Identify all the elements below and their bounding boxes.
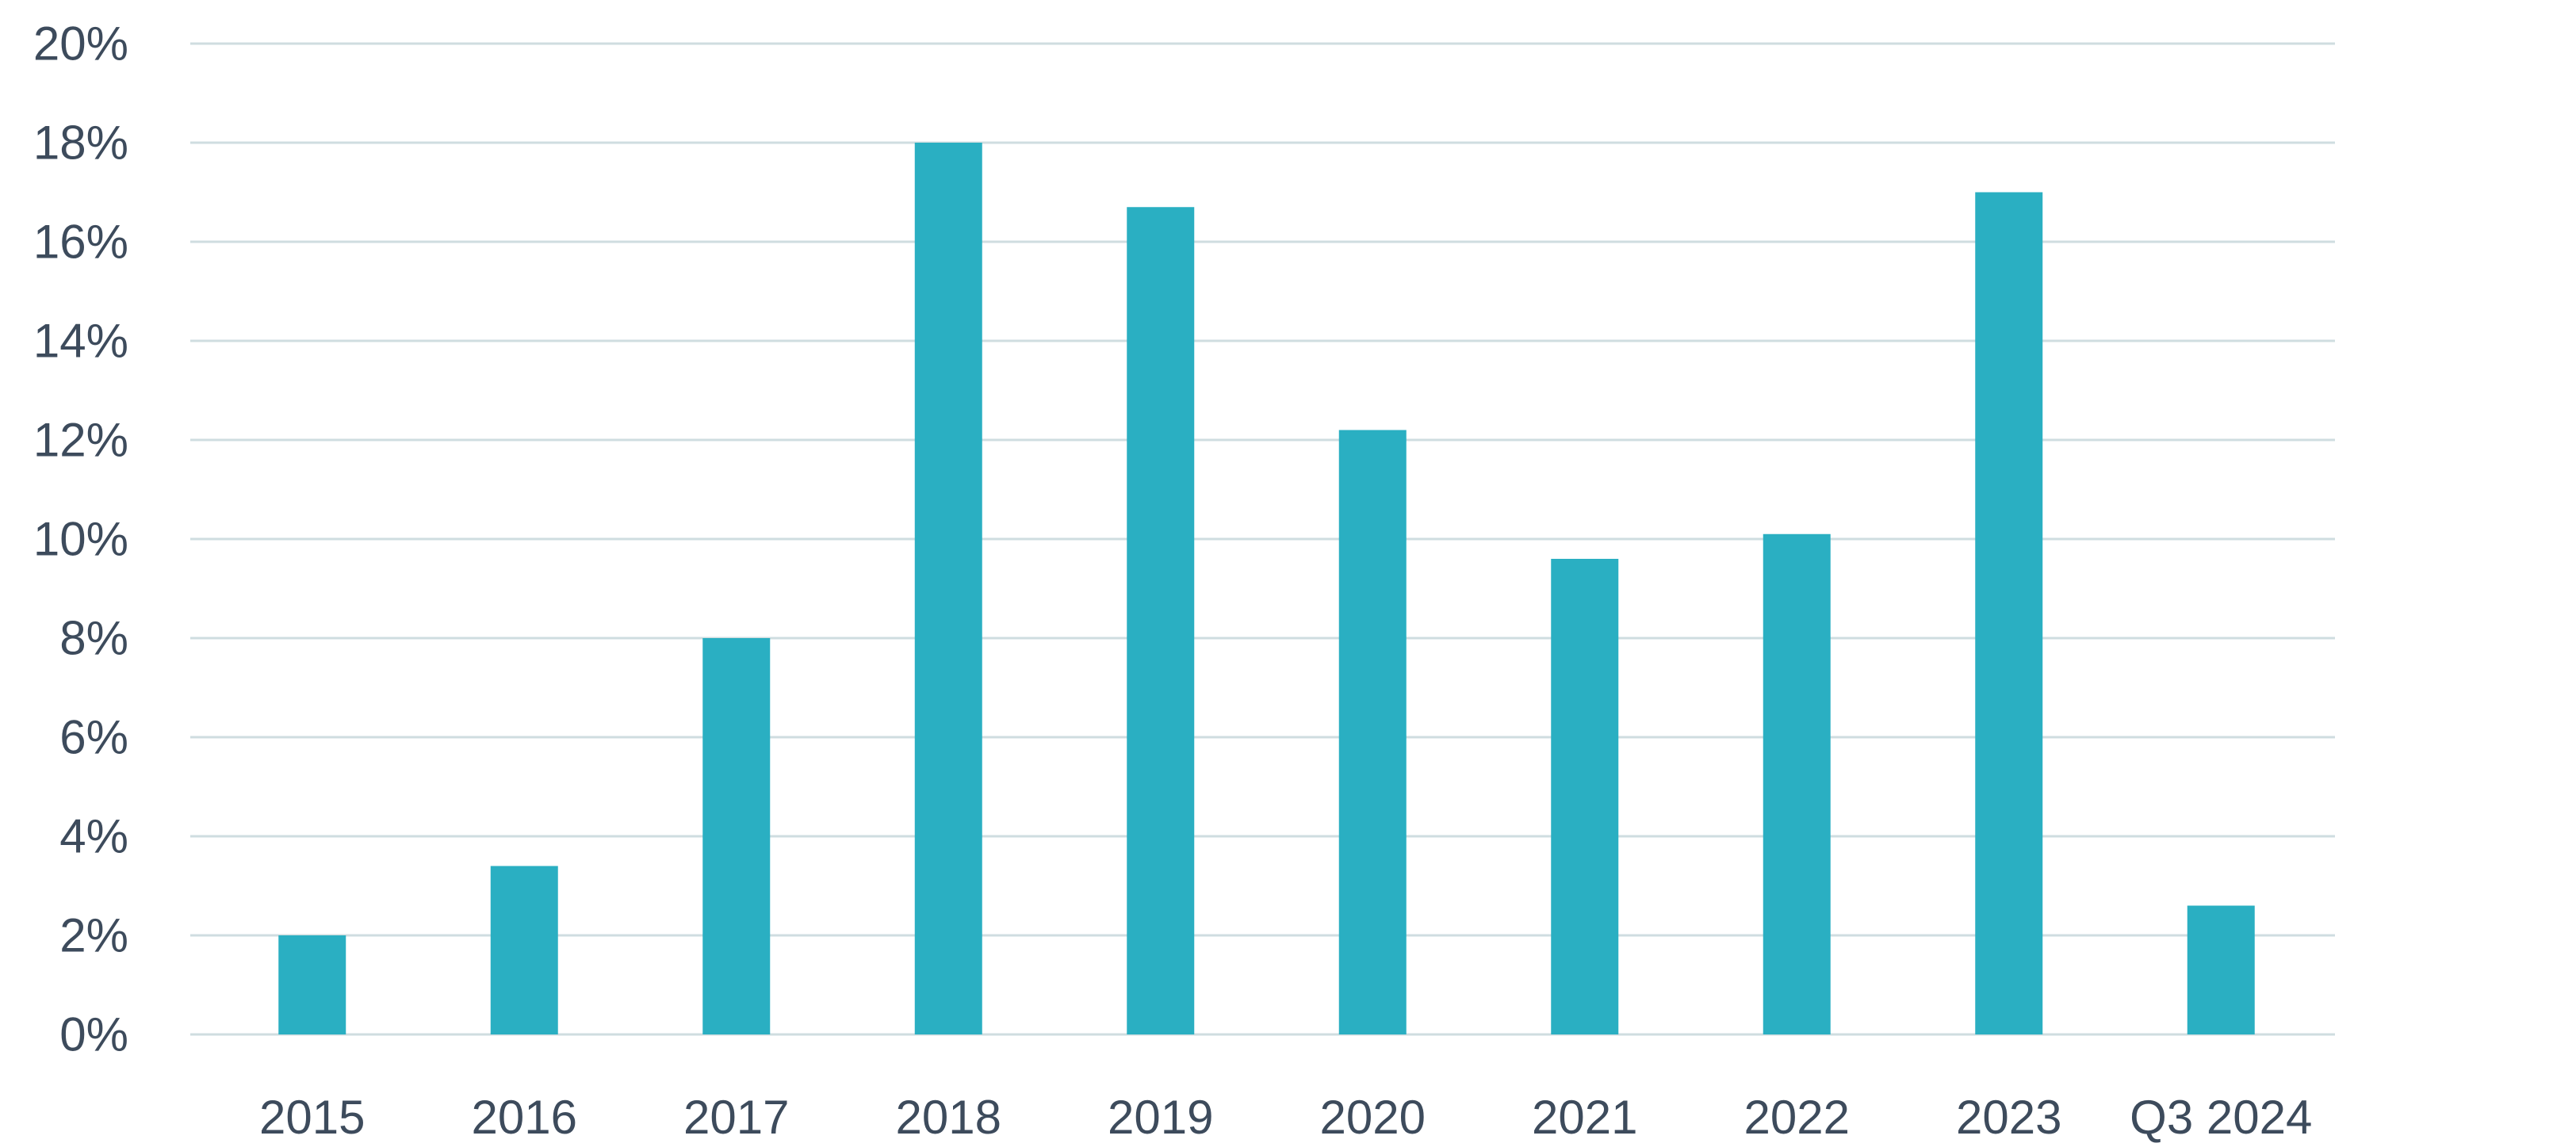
bar-2021 <box>1551 559 1619 1034</box>
bar-2018 <box>914 143 982 1034</box>
x-tick-label: 2021 <box>1532 1091 1637 1144</box>
bars <box>278 143 2255 1034</box>
x-tick-label: 2018 <box>896 1091 1001 1144</box>
bar-q3-2024 <box>2187 905 2255 1034</box>
bar-2020 <box>1338 430 1407 1034</box>
bar-2017 <box>702 638 771 1034</box>
y-tick-label: 2% <box>59 909 128 962</box>
bar-2022 <box>1763 533 1831 1034</box>
y-axis-ticks: 0% 2% 4% 6% 8% 10% 12% 14% 16% 18% 20% <box>33 17 128 1061</box>
y-tick-label: 14% <box>33 315 128 368</box>
x-tick-label: 2015 <box>259 1091 365 1144</box>
x-tick-label: 2020 <box>1320 1091 1426 1144</box>
y-tick-label: 12% <box>33 414 128 467</box>
x-tick-label: 2017 <box>683 1091 789 1144</box>
y-tick-label: 4% <box>59 810 128 863</box>
bar-2019 <box>1127 207 1195 1034</box>
x-tick-label: 2023 <box>1956 1091 2061 1144</box>
y-tick-label: 16% <box>33 216 128 269</box>
y-tick-label: 18% <box>33 117 128 170</box>
y-tick-label: 10% <box>33 513 128 566</box>
y-tick-label: 0% <box>59 1008 128 1061</box>
x-tick-label: 2022 <box>1744 1091 1850 1144</box>
y-tick-label: 6% <box>59 711 128 764</box>
x-tick-label: 2016 <box>472 1091 577 1144</box>
x-tick-label: Q3 2024 <box>2130 1091 2312 1144</box>
bar-2023 <box>1975 192 2043 1034</box>
y-tick-label: 8% <box>59 612 128 665</box>
x-axis-ticks: 2015 2016 2017 2018 2019 2020 2021 2022 2023 Q3 2… <box>259 1091 2312 1144</box>
x-tick-label: 2019 <box>1108 1091 1213 1144</box>
y-tick-label: 20% <box>33 17 128 71</box>
bar-2015 <box>278 935 346 1034</box>
bar-2016 <box>490 866 558 1034</box>
